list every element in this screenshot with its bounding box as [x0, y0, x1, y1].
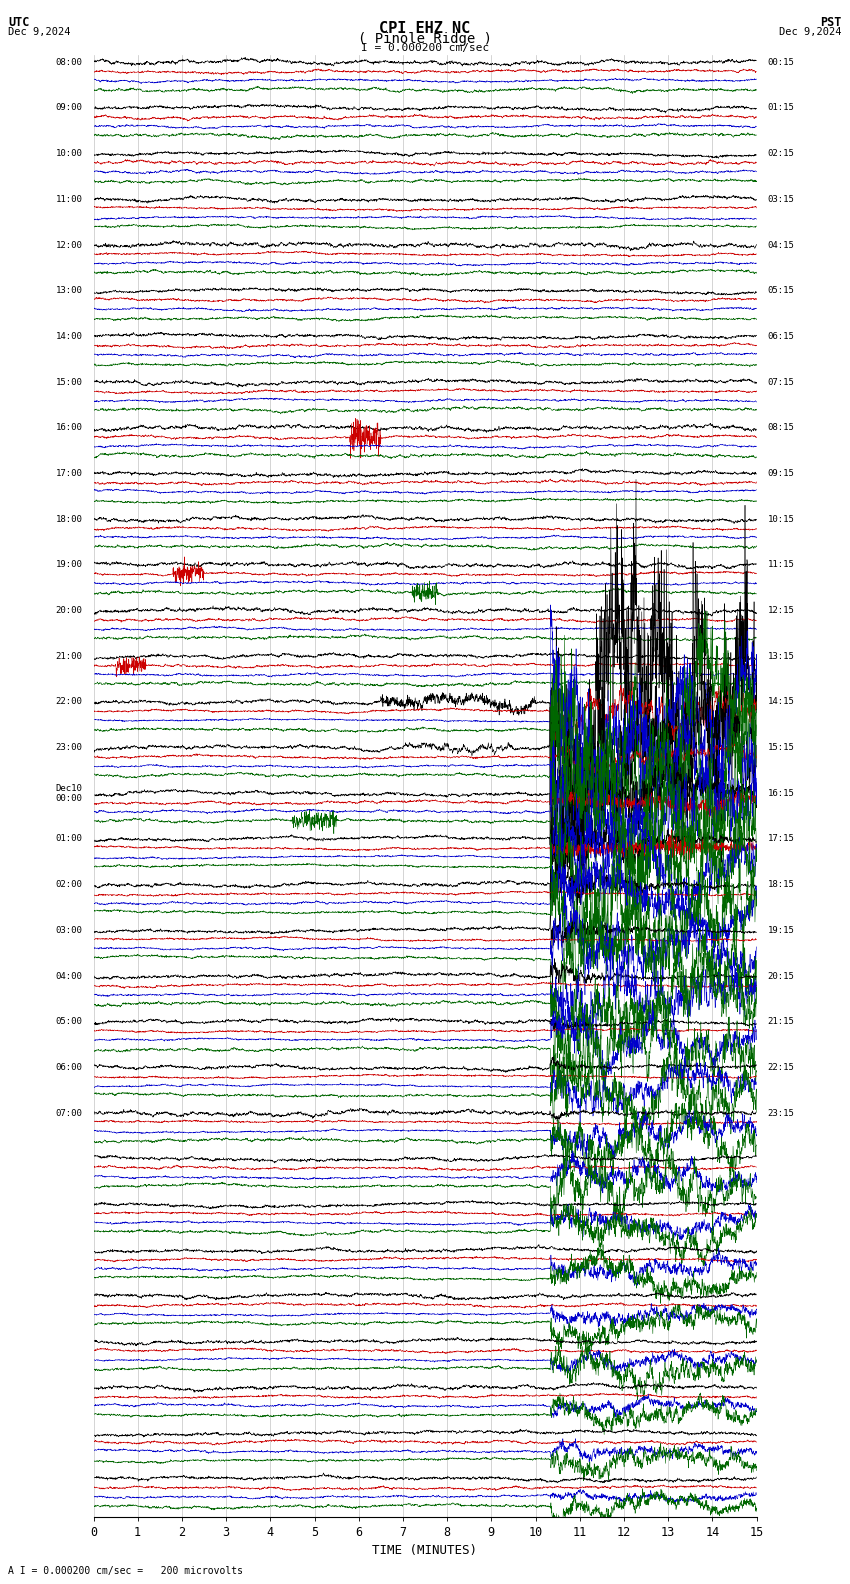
Text: 20:00: 20:00	[55, 607, 82, 615]
Text: 16:15: 16:15	[768, 789, 795, 798]
Text: 15:15: 15:15	[768, 743, 795, 752]
Text: 03:00: 03:00	[55, 927, 82, 935]
Text: 22:00: 22:00	[55, 697, 82, 706]
Text: 04:15: 04:15	[768, 241, 795, 250]
Text: 14:00: 14:00	[55, 333, 82, 341]
Text: 11:15: 11:15	[768, 561, 795, 569]
Text: 10:15: 10:15	[768, 515, 795, 524]
Text: 19:00: 19:00	[55, 561, 82, 569]
Text: 20:15: 20:15	[768, 971, 795, 980]
Text: 21:00: 21:00	[55, 651, 82, 661]
Text: 06:00: 06:00	[55, 1063, 82, 1072]
Text: 14:15: 14:15	[768, 697, 795, 706]
Text: CPI EHZ NC: CPI EHZ NC	[379, 21, 471, 35]
Text: 01:00: 01:00	[55, 835, 82, 844]
Text: 17:00: 17:00	[55, 469, 82, 478]
Text: 10:00: 10:00	[55, 149, 82, 158]
Text: 09:00: 09:00	[55, 103, 82, 112]
Text: 13:15: 13:15	[768, 651, 795, 661]
Text: 19:15: 19:15	[768, 927, 795, 935]
Text: 12:00: 12:00	[55, 241, 82, 250]
Text: 05:00: 05:00	[55, 1017, 82, 1026]
Text: 15:00: 15:00	[55, 377, 82, 386]
Text: 22:15: 22:15	[768, 1063, 795, 1072]
Text: Dec10
00:00: Dec10 00:00	[55, 784, 82, 803]
Text: 16:00: 16:00	[55, 423, 82, 432]
Text: 12:15: 12:15	[768, 607, 795, 615]
Text: 18:15: 18:15	[768, 881, 795, 889]
Text: 13:00: 13:00	[55, 287, 82, 295]
Text: 23:00: 23:00	[55, 743, 82, 752]
Text: 21:15: 21:15	[768, 1017, 795, 1026]
X-axis label: TIME (MINUTES): TIME (MINUTES)	[372, 1544, 478, 1557]
Text: 02:15: 02:15	[768, 149, 795, 158]
Text: Dec 9,2024: Dec 9,2024	[8, 27, 71, 36]
Text: I = 0.000200 cm/sec: I = 0.000200 cm/sec	[361, 43, 489, 52]
Text: 08:00: 08:00	[55, 57, 82, 67]
Text: 06:15: 06:15	[768, 333, 795, 341]
Text: 07:00: 07:00	[55, 1109, 82, 1118]
Text: PST: PST	[820, 16, 842, 29]
Text: 03:15: 03:15	[768, 195, 795, 204]
Text: 11:00: 11:00	[55, 195, 82, 204]
Text: 07:15: 07:15	[768, 377, 795, 386]
Text: 23:15: 23:15	[768, 1109, 795, 1118]
Text: 04:00: 04:00	[55, 971, 82, 980]
Text: 08:15: 08:15	[768, 423, 795, 432]
Text: 05:15: 05:15	[768, 287, 795, 295]
Text: Dec 9,2024: Dec 9,2024	[779, 27, 842, 36]
Text: 09:15: 09:15	[768, 469, 795, 478]
Text: ( Pinole Ridge ): ( Pinole Ridge )	[358, 32, 492, 46]
Text: 18:00: 18:00	[55, 515, 82, 524]
Text: A I = 0.000200 cm/sec =   200 microvolts: A I = 0.000200 cm/sec = 200 microvolts	[8, 1567, 243, 1576]
Text: 02:00: 02:00	[55, 881, 82, 889]
Text: 01:15: 01:15	[768, 103, 795, 112]
Text: 00:15: 00:15	[768, 57, 795, 67]
Text: 17:15: 17:15	[768, 835, 795, 844]
Text: UTC: UTC	[8, 16, 30, 29]
